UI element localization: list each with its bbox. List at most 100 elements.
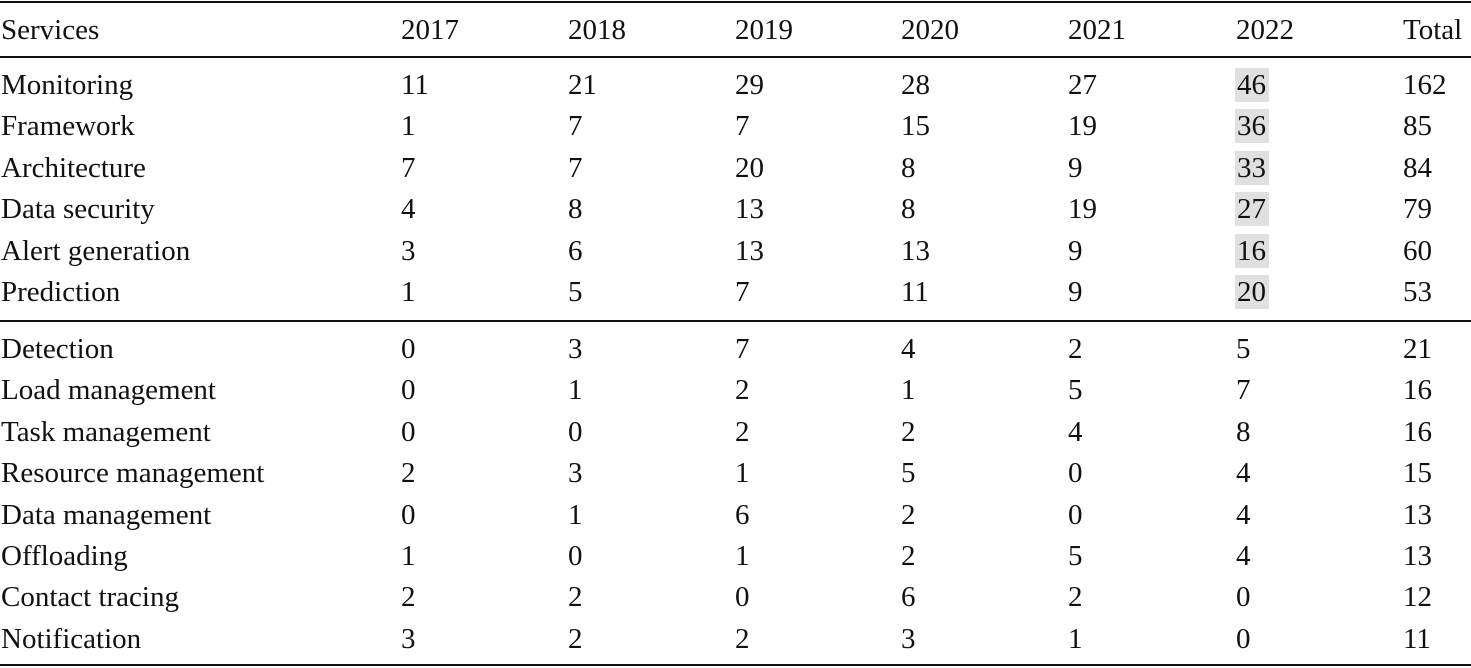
year-cell: 21	[568, 69, 597, 101]
year-cell: 1	[401, 276, 416, 308]
year-cell: 4	[401, 193, 416, 226]
service-name: Load management	[1, 374, 216, 407]
table-row: Contact tracing 2 2 0 6 2 0 12	[0, 580, 1471, 620]
total-cell: 16	[1403, 374, 1432, 407]
service-name: Monitoring	[1, 69, 134, 101]
total-cell: 60	[1403, 234, 1432, 267]
year-cell: 2	[1068, 333, 1083, 365]
total-cell: 16	[1403, 415, 1432, 448]
year-cell: 15	[901, 110, 930, 143]
year-cell: 4	[1068, 415, 1083, 448]
header-2018: 2018	[568, 14, 626, 46]
year-cell: 7	[1236, 374, 1251, 407]
year-cell: 4	[1236, 498, 1251, 531]
year-cell: 2	[401, 457, 416, 490]
year-cell: 3	[401, 234, 416, 267]
table-row: Offloading 1 0 1 2 5 4 13	[0, 539, 1471, 579]
table-row: Monitoring 11 21 29 28 27 46 162	[0, 68, 1471, 108]
total-cell: 53	[1403, 276, 1432, 308]
year-cell: 2	[901, 498, 916, 531]
year-cell: 1	[568, 498, 583, 531]
year-cell: 4	[1236, 540, 1251, 572]
year-cell: 28	[901, 69, 930, 101]
table-row: Architecture 7 7 20 8 9 33 84	[0, 150, 1471, 191]
year-cell: 1	[401, 540, 416, 572]
year-cell: 5	[1068, 374, 1083, 407]
year-cell: 7	[401, 151, 416, 184]
year-cell: 29	[735, 69, 764, 101]
year-cell: 0	[401, 415, 416, 448]
year-cell: 1	[735, 540, 750, 572]
year-cell: 3	[901, 622, 916, 655]
year-cell: 0	[1068, 498, 1083, 531]
year-cell: 6	[568, 234, 583, 267]
year-cell: 1	[401, 110, 416, 143]
year-cell: 19	[1068, 110, 1097, 143]
highlighted-cell: 16	[1235, 233, 1269, 268]
total-cell: 79	[1403, 193, 1432, 226]
service-name: Detection	[1, 333, 114, 365]
year-cell: 7	[735, 110, 750, 143]
year-cell: 0	[401, 333, 416, 365]
year-cell: 7	[735, 333, 750, 365]
total-cell: 84	[1403, 151, 1432, 184]
year-cell: 7	[568, 110, 583, 143]
year-cell: 2	[735, 622, 750, 655]
service-name: Resource management	[1, 457, 265, 490]
year-cell: 3	[568, 333, 583, 365]
service-name: Architecture	[1, 151, 146, 184]
table-top-rule	[0, 1, 1471, 3]
service-name: Framework	[1, 110, 135, 143]
table-row: Notification 3 2 2 3 1 0 11	[0, 622, 1471, 662]
table-row: Prediction 1 5 7 11 9 20 53	[0, 275, 1471, 315]
year-cell: 0	[735, 581, 750, 614]
header-total: Total	[1403, 14, 1463, 46]
table-header-row: Services 2017 2018 2019 2020 2021 2022 T…	[0, 13, 1471, 53]
table-group-divider-rule	[0, 320, 1471, 322]
service-name: Data security	[1, 193, 155, 226]
year-cell: 0	[401, 374, 416, 407]
year-cell: 2	[901, 540, 916, 572]
highlighted-cell: 36	[1235, 109, 1269, 144]
service-name: Prediction	[1, 276, 121, 308]
year-cell: 1	[1068, 622, 1083, 655]
year-cell: 2	[568, 581, 583, 614]
header-services: Services	[1, 14, 100, 46]
service-name: Task management	[1, 415, 211, 448]
year-cell: 2	[401, 581, 416, 614]
header-2021: 2021	[1068, 14, 1126, 46]
service-name: Alert generation	[1, 234, 191, 267]
year-cell: 13	[735, 234, 764, 267]
year-cell: 27	[1068, 69, 1097, 101]
year-cell: 20	[735, 151, 764, 184]
header-2017: 2017	[401, 14, 459, 46]
table-header-rule	[0, 56, 1471, 58]
year-cell: 4	[1236, 457, 1251, 490]
table-bottom-rule	[0, 664, 1471, 666]
year-cell: 8	[568, 193, 583, 226]
year-cell: 8	[1236, 415, 1251, 448]
table-row: Detection 0 3 7 4 2 5 21	[0, 332, 1471, 372]
year-cell: 2	[901, 415, 916, 448]
highlighted-cell: 33	[1235, 150, 1269, 185]
highlighted-cell: 27	[1235, 192, 1269, 227]
total-cell: 162	[1403, 69, 1447, 101]
year-cell: 7	[735, 276, 750, 308]
year-cell: 19	[1068, 193, 1097, 226]
highlighted-cell: 46	[1235, 68, 1269, 102]
year-cell: 4	[901, 333, 916, 365]
header-2022: 2022	[1236, 14, 1294, 46]
year-cell: 2	[735, 415, 750, 448]
year-cell: 5	[1236, 333, 1251, 365]
total-cell: 85	[1403, 110, 1432, 143]
year-cell: 2	[568, 622, 583, 655]
year-cell: 2	[1068, 581, 1083, 614]
year-cell: 0	[568, 540, 583, 572]
total-cell: 12	[1403, 581, 1432, 614]
service-name: Contact tracing	[1, 581, 179, 614]
year-cell: 5	[1068, 540, 1083, 572]
highlighted-cell: 20	[1235, 275, 1269, 309]
year-cell: 5	[568, 276, 583, 308]
year-cell: 13	[735, 193, 764, 226]
year-cell: 9	[1068, 276, 1083, 308]
